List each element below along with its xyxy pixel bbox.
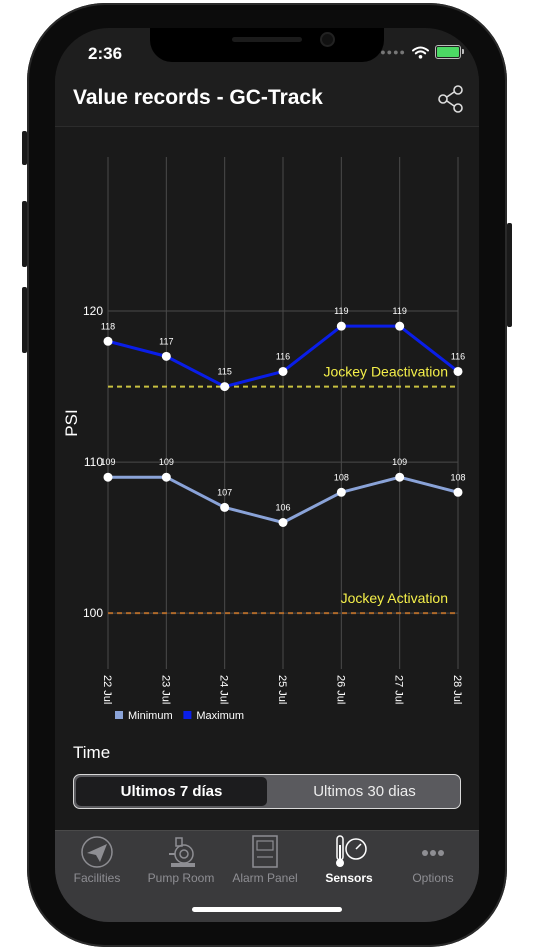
data-point bbox=[220, 502, 230, 512]
data-point bbox=[336, 321, 346, 331]
reference-line-label: Jockey Deactivation bbox=[323, 364, 448, 380]
data-label: 108 bbox=[334, 472, 349, 482]
share-icon[interactable] bbox=[437, 84, 465, 114]
tab-alarm-panel[interactable]: Alarm Panel bbox=[223, 833, 307, 887]
legend-label: Minimum bbox=[128, 710, 173, 722]
y-tick-label: 100 bbox=[83, 606, 103, 620]
data-label: 116 bbox=[451, 351, 465, 361]
screen: 2:36 ●●●● Value records - GC-Track 100 11… bbox=[55, 28, 479, 922]
data-label: 107 bbox=[217, 487, 232, 497]
data-label: 115 bbox=[217, 367, 231, 377]
data-point bbox=[161, 351, 171, 361]
mute-switch bbox=[22, 131, 27, 165]
home-indicator bbox=[192, 907, 342, 912]
data-label: 106 bbox=[275, 502, 290, 512]
more-icon bbox=[422, 850, 444, 856]
data-point bbox=[453, 487, 463, 497]
battery-icon bbox=[435, 45, 464, 59]
data-label: 109 bbox=[100, 457, 115, 467]
data-label: 116 bbox=[276, 351, 290, 361]
data-label: 118 bbox=[101, 321, 115, 331]
content-area: 100 110 120 PSI Jockey Deactivation Jockey Ac… bbox=[55, 127, 479, 832]
camera bbox=[322, 34, 333, 45]
tab-label-options: Options bbox=[412, 871, 454, 885]
data-point bbox=[278, 366, 288, 376]
status-time: 2:36 bbox=[88, 44, 123, 63]
tab-pump-room[interactable]: Pump Room bbox=[139, 833, 223, 887]
thermometer-gauge-icon bbox=[336, 835, 367, 867]
data-point bbox=[336, 487, 346, 497]
y-tick-label: 110 bbox=[84, 455, 103, 469]
tab-sensors[interactable]: Sensors bbox=[307, 833, 391, 887]
pressure-chart: 100 110 120 PSI Jockey Deactivation Jockey Ac… bbox=[62, 157, 466, 722]
volume-down-button bbox=[22, 287, 27, 353]
status-icons: ●●●● bbox=[380, 45, 464, 59]
tab-facilities[interactable]: Facilities bbox=[55, 833, 139, 887]
range-option-7-days[interactable]: Ultimos 7 días bbox=[76, 777, 267, 806]
power-button bbox=[507, 223, 512, 327]
data-label: 119 bbox=[392, 306, 406, 316]
x-tick-label: 25 Jul bbox=[276, 675, 288, 704]
data-point bbox=[453, 366, 463, 376]
data-label: 117 bbox=[159, 336, 173, 346]
legend-swatch bbox=[115, 711, 123, 719]
x-tick-label: 27 Jul bbox=[393, 675, 405, 704]
x-tick-label: 26 Jul bbox=[334, 675, 346, 704]
data-point bbox=[103, 472, 113, 482]
data-label: 108 bbox=[450, 472, 465, 482]
x-tick-label: 22 Jul bbox=[101, 675, 113, 704]
data-point bbox=[161, 472, 171, 482]
tab-label-alarm-panel: Alarm Panel bbox=[232, 871, 298, 885]
data-point bbox=[103, 336, 113, 346]
pump-icon bbox=[169, 837, 195, 867]
volume-up-button bbox=[22, 201, 27, 267]
range-selector: Ultimos 7 días Ultimos 30 dias bbox=[73, 774, 461, 809]
page-title: Value records - GC-Track bbox=[73, 86, 323, 109]
data-label: 109 bbox=[392, 457, 407, 467]
legend-swatch bbox=[183, 711, 192, 719]
x-tick-label: 28 Jul bbox=[451, 675, 463, 704]
data-point bbox=[395, 321, 405, 331]
y-axis-label: PSI bbox=[62, 409, 81, 436]
alarm-panel-icon bbox=[252, 835, 278, 868]
data-label: 119 bbox=[334, 306, 348, 316]
data-point bbox=[395, 472, 405, 482]
speaker bbox=[232, 37, 302, 42]
legend-label: Maximum bbox=[196, 710, 244, 722]
data-point bbox=[278, 517, 288, 527]
reference-line-label: Jockey Activation bbox=[341, 590, 448, 606]
x-tick-label: 24 Jul bbox=[218, 675, 230, 704]
nav-header: Value records - GC-Track bbox=[55, 76, 479, 127]
paper-plane-icon bbox=[81, 836, 113, 868]
data-label: 109 bbox=[159, 457, 174, 467]
signal-dots-icon: ●●●● bbox=[380, 47, 406, 57]
tab-label-pump-room: Pump Room bbox=[147, 871, 215, 885]
tab-bar: Facilities Pump Room Alarm Panel bbox=[55, 830, 479, 922]
tab-label-sensors: Sensors bbox=[325, 871, 373, 885]
tab-label-facilities: Facilities bbox=[73, 871, 121, 885]
time-section-label: Time bbox=[73, 743, 111, 762]
y-tick-label: 120 bbox=[83, 304, 103, 318]
data-point bbox=[220, 382, 230, 392]
range-option-30-days[interactable]: Ultimos 30 dias bbox=[313, 783, 416, 800]
tab-options[interactable]: Options bbox=[391, 833, 475, 887]
x-tick-label: 23 Jul bbox=[159, 675, 171, 704]
notch bbox=[150, 28, 384, 62]
wifi-icon bbox=[412, 46, 429, 59]
